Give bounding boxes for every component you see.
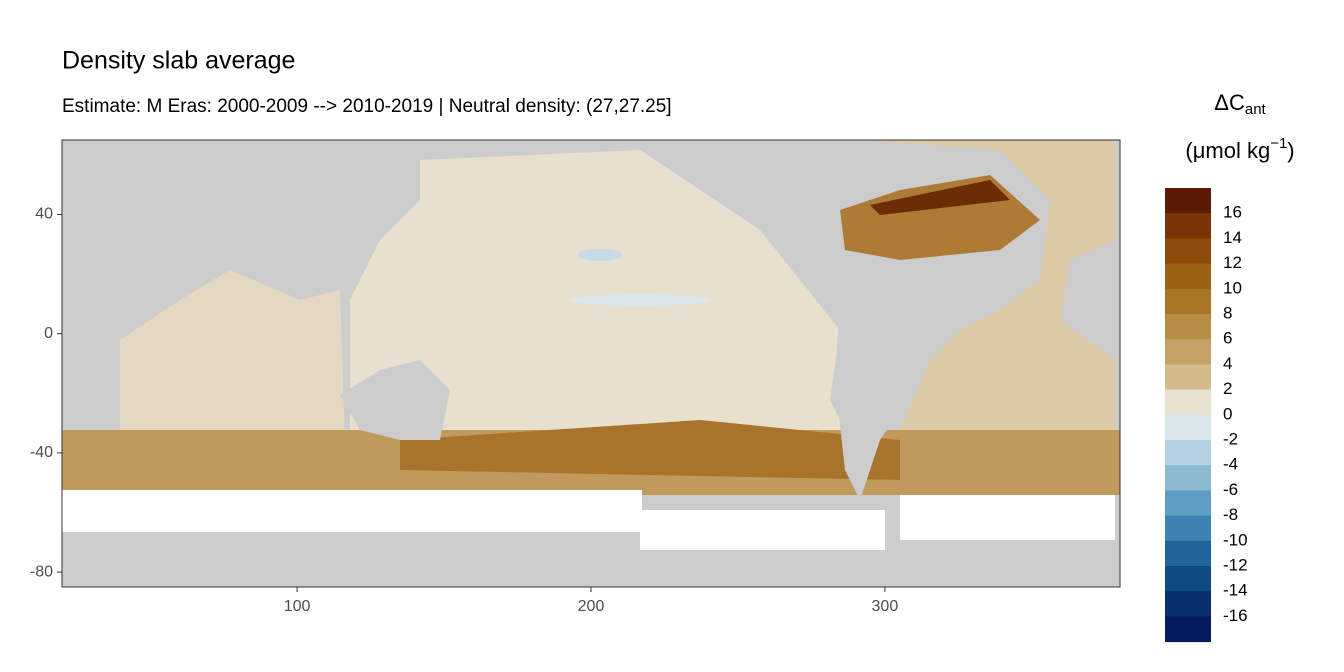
chart-subtitle: Estimate: M Eras: 2000-2009 --> 2010-201…: [62, 96, 672, 117]
ocean: [400, 420, 900, 480]
legend-label: -12: [1223, 555, 1248, 574]
y-tick-label: -80: [30, 563, 53, 580]
legend-label: 2: [1223, 379, 1232, 398]
colorbar-bin: [1165, 490, 1211, 517]
y-tick-label: 40: [35, 206, 53, 223]
legend-unit-superscript: −1: [1270, 135, 1287, 152]
legend-label: 8: [1223, 303, 1232, 322]
legend-unit-close: ): [1287, 138, 1294, 163]
legend-label: 0: [1223, 404, 1232, 423]
legend-label: 16: [1223, 203, 1242, 222]
sea-ice: [900, 495, 1115, 540]
colorbar-bin: [1165, 339, 1211, 365]
ocean: [570, 294, 710, 306]
land: [835, 300, 940, 500]
colorbar-bin: [1165, 414, 1211, 441]
colorbar-bin: [1165, 314, 1211, 340]
legend-label: -8: [1223, 505, 1238, 524]
chart-title: Density slab average: [62, 47, 295, 75]
legend-label: 10: [1223, 278, 1242, 297]
colorbar-bin: [1165, 465, 1211, 491]
legend-label: 6: [1223, 329, 1232, 348]
colorbar-bin: [1165, 389, 1211, 416]
legend-label: 4: [1223, 354, 1232, 373]
colorbar-bin: [1165, 238, 1211, 265]
map: [62, 140, 1120, 587]
colorbar-bin: [1165, 213, 1211, 239]
ocean: [870, 180, 1010, 215]
colorbar-bin: [1165, 591, 1211, 617]
sea-ice: [62, 490, 642, 532]
ocean: [860, 140, 1115, 440]
colorbar-bin: [1165, 540, 1211, 567]
legend-label: -4: [1223, 455, 1238, 474]
land: [340, 360, 450, 440]
legend-label: -6: [1223, 480, 1238, 499]
ocean: [120, 270, 345, 440]
ocean: [578, 249, 622, 261]
x-tick-label: 300: [872, 598, 899, 615]
ocean: [350, 150, 850, 440]
legend-label: 12: [1223, 253, 1242, 272]
legend-label: 14: [1223, 228, 1242, 247]
legend-title-subscript: ant: [1245, 101, 1267, 118]
legend-title: ΔCant: [1214, 90, 1266, 118]
legend-label: -16: [1223, 606, 1248, 625]
y-tick-label: 0: [44, 325, 53, 342]
colorbar-bin: [1165, 616, 1211, 643]
legend-title-text: ΔC: [1214, 90, 1245, 115]
legend-unit: (μmol kg−1): [1185, 135, 1294, 163]
colorbar-bin: [1165, 566, 1211, 592]
sea-ice: [640, 510, 885, 550]
legend-unit-text: (μmol kg: [1185, 138, 1270, 163]
x-tick-label: 100: [284, 598, 311, 615]
colorbar-bin: [1165, 263, 1211, 290]
x-tick-label: 200: [578, 598, 605, 615]
colorbar-bin: [1165, 440, 1211, 466]
y-tick-label: -40: [30, 444, 53, 461]
colorbar-bin: [1165, 288, 1211, 315]
legend-label: -10: [1223, 530, 1248, 549]
legend-label: -14: [1223, 581, 1248, 600]
colorbar-bin: [1165, 188, 1211, 214]
colorbar-bin: [1165, 364, 1211, 391]
colorbar-bin: [1165, 515, 1211, 542]
legend-label: -2: [1223, 429, 1238, 448]
